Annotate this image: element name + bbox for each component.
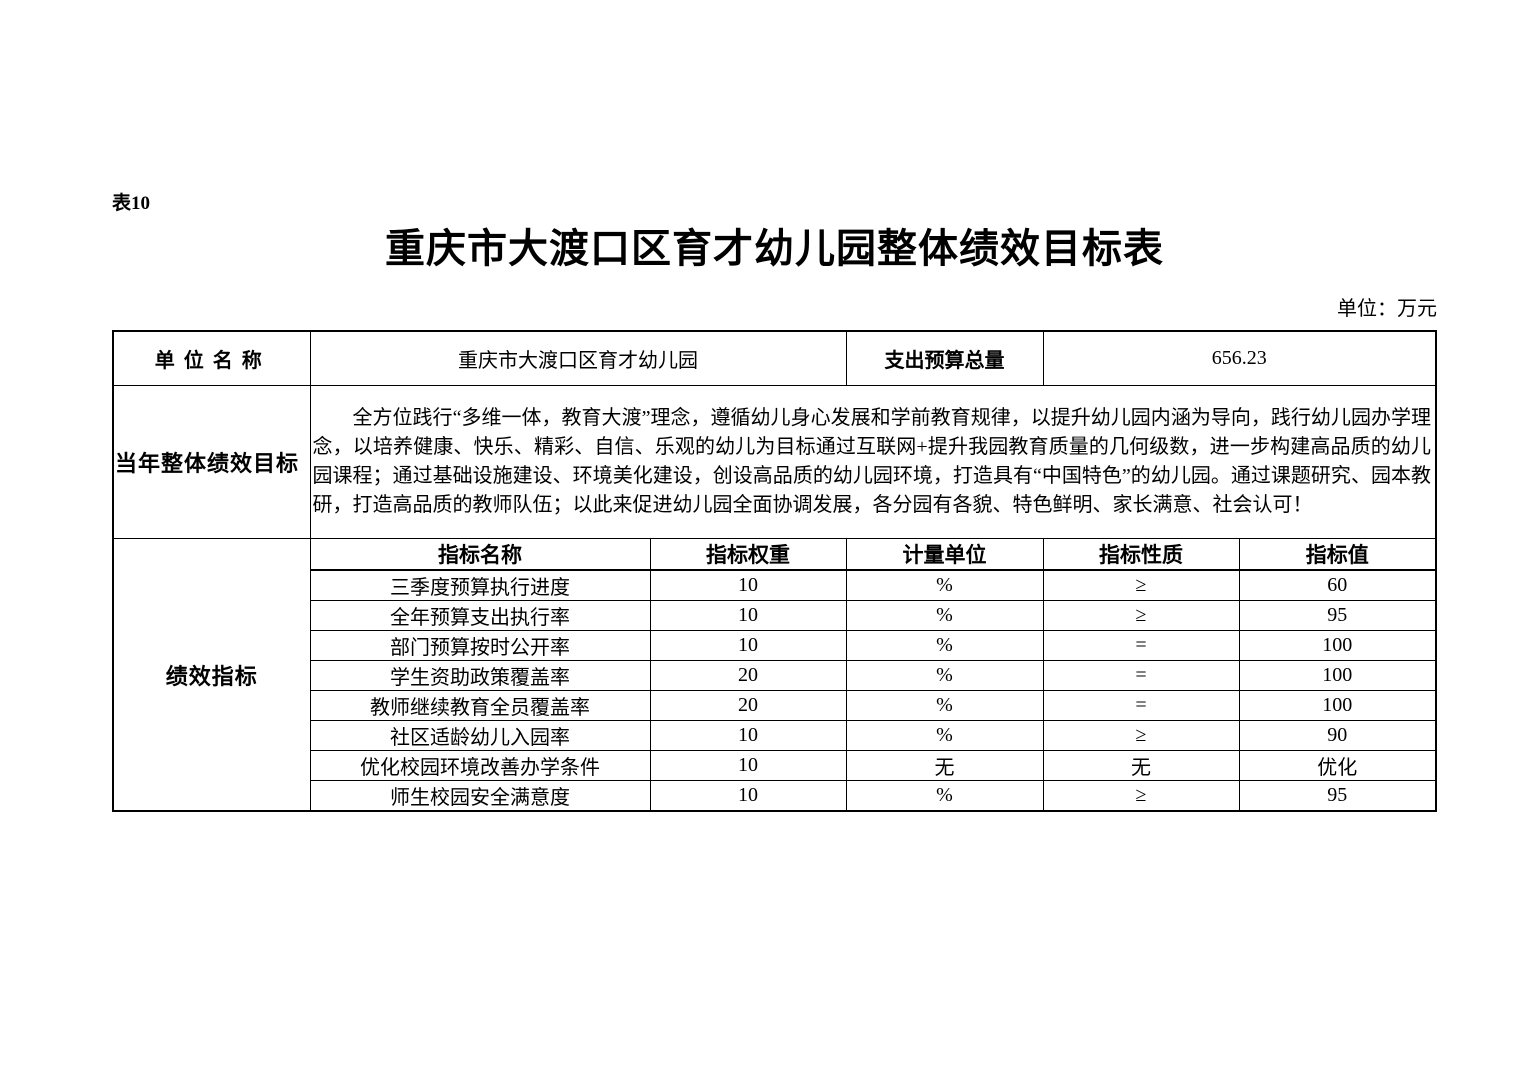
indicator-value: 95: [1239, 600, 1435, 631]
indicator-nature: ≥: [1043, 720, 1240, 751]
indicator-name: 三季度预算执行进度: [310, 570, 651, 601]
measure-unit: %: [846, 600, 1044, 631]
indicator-name: 社区适龄幼儿入园率: [310, 720, 651, 751]
budget-total-label: 支出预算总量: [846, 332, 1044, 386]
indicator-name: 优化校园环境改善办学条件: [310, 750, 651, 781]
indicator-weight: 10: [650, 600, 847, 631]
indicator-name: 全年预算支出执行率: [310, 600, 651, 631]
unit-info-row: 单位名称 重庆市大渡口区育才幼儿园 支出预算总量 656.23: [114, 332, 1435, 386]
unit-name-value: 重庆市大渡口区育才幼儿园: [310, 332, 847, 386]
indicator-nature: ≥: [1043, 780, 1240, 810]
unit-note: 单位：万元: [1337, 298, 1437, 320]
performance-target-table: 单位名称 重庆市大渡口区育才幼儿园 支出预算总量 656.23 当年整体绩效目标…: [112, 330, 1437, 812]
annual-goal-text: 全方位践行“多维一体，教育大渡”理念，遵循幼儿身心发展和学前教育规律，以提升幼儿…: [310, 386, 1435, 539]
indicator-weight: 10: [650, 630, 847, 661]
indicator-name: 教师继续教育全员覆盖率: [310, 690, 651, 721]
header-indicator-weight: 指标权重: [650, 539, 847, 571]
indicator-name: 师生校园安全满意度: [310, 780, 651, 810]
table-row: 优化校园环境改善办学条件 10 无 无 优化: [114, 750, 1435, 781]
header-indicator-value: 指标值: [1239, 539, 1435, 571]
table-row: 全年预算支出执行率 10 % ≥ 95: [114, 600, 1435, 631]
indicator-weight: 10: [650, 570, 847, 601]
indicator-weight: 10: [650, 780, 847, 810]
header-indicator-name: 指标名称: [310, 539, 651, 571]
annual-goal-paragraph: 全方位践行“多维一体，教育大渡”理念，遵循幼儿身心发展和学前教育规律，以提升幼儿…: [312, 407, 1432, 516]
indicator-header-row: 绩效指标 指标名称 指标权重 计量单位 指标性质 指标值: [114, 539, 1435, 810]
table-row: 学生资助政策覆盖率 20 % = 100: [114, 660, 1435, 691]
measure-unit: 无: [846, 750, 1044, 781]
indicator-weight: 20: [650, 690, 847, 721]
measure-unit: %: [846, 720, 1044, 751]
unit-name-label: 单位名称: [114, 332, 311, 386]
indicator-weight: 20: [650, 660, 847, 691]
indicator-weight: 10: [650, 720, 847, 751]
annual-goal-label: 当年整体绩效目标: [114, 386, 311, 539]
table-row: 师生校园安全满意度 10 % ≥ 95: [114, 780, 1435, 810]
indicator-nature: ≥: [1043, 600, 1240, 631]
indicator-table: 绩效指标 指标名称 指标权重 计量单位 指标性质 指标值 三季度预算执行进度 1…: [114, 539, 1435, 810]
indicator-nature: =: [1043, 660, 1240, 691]
indicator-nature: 无: [1043, 750, 1240, 781]
indicator-value: 90: [1239, 720, 1435, 751]
indicator-name: 部门预算按时公开率: [310, 630, 651, 661]
table-number-label: 表10: [112, 193, 151, 214]
indicator-name: 学生资助政策覆盖率: [310, 660, 651, 691]
indicator-value: 60: [1239, 570, 1435, 601]
indicator-weight: 10: [650, 750, 847, 781]
indicator-nature: =: [1043, 630, 1240, 661]
measure-unit: %: [846, 630, 1044, 661]
table-row: 社区适龄幼儿入园率 10 % ≥ 90: [114, 720, 1435, 751]
table-row: 部门预算按时公开率 10 % = 100: [114, 630, 1435, 661]
measure-unit: %: [846, 690, 1044, 721]
measure-unit: %: [846, 780, 1044, 810]
measure-unit: %: [846, 570, 1044, 601]
indicator-value: 优化: [1239, 750, 1435, 781]
annual-goal-row: 当年整体绩效目标 全方位践行“多维一体，教育大渡”理念，遵循幼儿身心发展和学前教…: [114, 386, 1435, 539]
indicator-value: 100: [1239, 690, 1435, 721]
indicator-value: 100: [1239, 660, 1435, 691]
indicator-nature: =: [1043, 690, 1240, 721]
page-title: 重庆市大渡口区育才幼儿园整体绩效目标表: [385, 227, 1164, 271]
indicator-nature: ≥: [1043, 570, 1240, 601]
measure-unit: %: [846, 660, 1044, 691]
header-measure-unit: 计量单位: [846, 539, 1044, 571]
indicator-value: 100: [1239, 630, 1435, 661]
header-indicator-nature: 指标性质: [1043, 539, 1240, 571]
indicator-section-label: 绩效指标: [114, 539, 311, 810]
budget-total-value: 656.23: [1043, 332, 1435, 386]
table-row: 三季度预算执行进度 10 % ≥ 60: [114, 570, 1435, 601]
indicator-value: 95: [1327, 784, 1348, 806]
table-row: 教师继续教育全员覆盖率 20 % = 100: [114, 690, 1435, 721]
